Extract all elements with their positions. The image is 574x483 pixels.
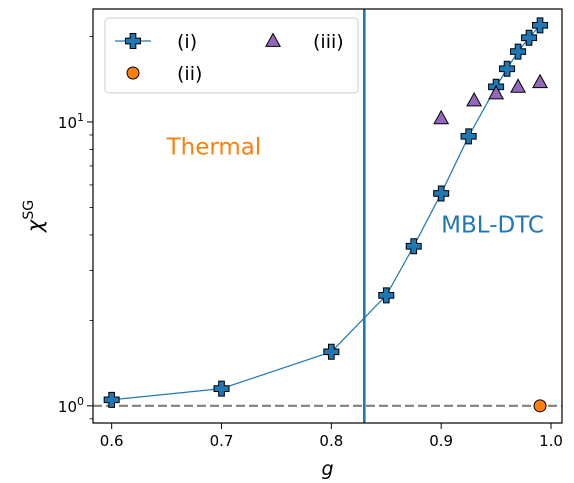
y-tick-label: 100 bbox=[58, 395, 84, 416]
annotation-label-2: MBL-DTC bbox=[441, 213, 544, 239]
annotation-label-1: Thermal bbox=[166, 134, 262, 160]
x-tick-label: 0.8 bbox=[319, 432, 343, 450]
x-tick-label: 1.0 bbox=[539, 432, 563, 450]
legend-marker bbox=[265, 32, 281, 47]
legend: (i) (ii) (iii) bbox=[104, 17, 359, 94]
x-tick-label: 0.9 bbox=[429, 432, 453, 450]
x-tick-label: 0.6 bbox=[100, 432, 124, 450]
data-point-series-1 bbox=[405, 238, 422, 255]
data-point-series-1 bbox=[433, 185, 450, 202]
x-tick-label: 0.7 bbox=[210, 432, 234, 450]
data-point-series-1 bbox=[521, 29, 538, 46]
y-tick-label: 101 bbox=[58, 111, 84, 132]
legend-marker bbox=[126, 66, 140, 80]
y-axis-label: χSG bbox=[21, 200, 47, 233]
data-point-series-1 bbox=[499, 60, 516, 77]
axes: 0.6 0.7 0.8 0.9 1.0 100 101 g χSG bbox=[21, 8, 563, 480]
data-point-series-1 bbox=[460, 128, 477, 145]
data-point-series-3 bbox=[488, 84, 505, 100]
data-point-series-1 bbox=[378, 287, 395, 304]
x-axis-label: g bbox=[321, 458, 333, 480]
legend-label: (iii) bbox=[313, 31, 344, 53]
plot-area: Thermal MBL-DTC bbox=[93, 9, 562, 423]
data-point-series-3 bbox=[510, 78, 527, 93]
data-point-series-2 bbox=[533, 399, 547, 413]
data-point-series-1 bbox=[213, 380, 230, 397]
data-point-series-3 bbox=[466, 91, 483, 107]
data-point-series-1 bbox=[103, 391, 120, 408]
data-point-series-3 bbox=[433, 109, 450, 125]
data-point-series-1 bbox=[510, 43, 527, 60]
legend-marker bbox=[125, 33, 141, 49]
data-point-series-1 bbox=[323, 343, 340, 360]
data-point-series-3 bbox=[532, 73, 549, 89]
plot-frame bbox=[92, 8, 563, 424]
legend-label: (i) bbox=[177, 31, 197, 53]
legend-label: (ii) bbox=[177, 63, 202, 85]
data-point-series-1 bbox=[532, 17, 549, 34]
legend-box bbox=[104, 17, 359, 94]
